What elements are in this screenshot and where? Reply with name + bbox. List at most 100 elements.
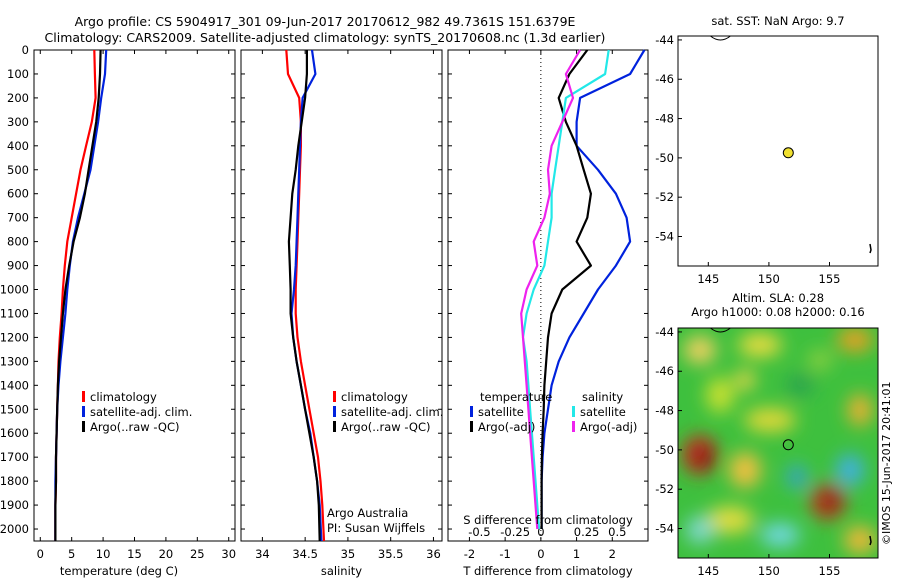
- x-tick-label: 15: [127, 547, 142, 561]
- sla-map-title2: Argo h1000: 0.08 h2000: 0.16: [691, 305, 865, 319]
- series-line: [520, 49, 582, 530]
- legend-item-argo: Argo(..raw -QC): [82, 420, 192, 435]
- legend-swatch: [470, 421, 473, 432]
- legend-label: satellite-adj. clim.: [90, 405, 193, 419]
- y-tick-label: 400: [7, 139, 29, 153]
- top-x-tick-label: -0.25: [500, 525, 530, 539]
- series-line: [287, 50, 321, 542]
- map-frame: [677, 35, 879, 267]
- legend-label: Argo(..raw -QC): [90, 420, 180, 434]
- x-tick-label: 30: [221, 547, 236, 561]
- y-tick-label: 1100: [0, 306, 29, 320]
- figure-title-line2: Climatology: CARS2009. Satellite-adjuste…: [44, 30, 606, 45]
- legend-swatch: [333, 421, 336, 432]
- y-tick-label: 700: [7, 211, 29, 225]
- x-tick-label: -2: [464, 547, 475, 561]
- x-tick-label: 5: [68, 547, 75, 561]
- legend-swatch: [82, 406, 85, 417]
- x-tick-label: 2: [609, 547, 616, 561]
- x-tick-label: 10: [96, 547, 111, 561]
- legend-item-satellite: satellite-adj. clim.: [82, 405, 192, 420]
- map-y-tick-label: -50: [655, 443, 674, 457]
- legend-label: climatology: [90, 390, 157, 404]
- map-y-tick-label: -52: [655, 190, 674, 204]
- map-x-tick-label: 145: [697, 272, 719, 286]
- y-tick-label: 600: [7, 187, 29, 201]
- legend-swatch: [333, 406, 336, 417]
- diff-temp-legend: temperature satellite Argo(-adj): [470, 390, 552, 435]
- legend-swatch: [470, 406, 473, 417]
- legend-label: satellite-adj. clim.: [341, 405, 444, 419]
- series-line: [285, 49, 326, 542]
- y-tick-label: 1300: [0, 354, 29, 368]
- coastline: [869, 243, 872, 254]
- legend-item-argo: Argo(..raw -QC): [333, 420, 443, 435]
- y-tick-label: 1400: [0, 378, 29, 392]
- legend-item-climatology: climatology: [333, 390, 443, 405]
- y-tick-label: 300: [7, 115, 29, 129]
- argo-float-marker: [782, 147, 794, 159]
- diff-xlabel: T difference from climatology: [463, 564, 633, 578]
- sst-map-title: sat. SST: NaN Argo: 9.7: [711, 14, 845, 28]
- legend-label: satellite: [580, 405, 626, 419]
- y-tick-label: 1800: [0, 474, 29, 488]
- legend-swatch: [572, 406, 575, 417]
- map-frame: [677, 327, 879, 559]
- x-tick-label: 25: [190, 547, 205, 561]
- y-tick-label: 1600: [0, 426, 29, 440]
- x-tick-label: 34.5: [292, 547, 318, 561]
- temperature-legend: climatology satellite-adj. clim. Argo(..…: [82, 390, 192, 435]
- y-tick-label: 2000: [0, 522, 29, 536]
- credit-text: ©IMOS 15-Jun-2017 20:41:01: [880, 381, 893, 545]
- legend-label: Argo(..raw -QC): [341, 420, 431, 434]
- series-line: [540, 49, 646, 529]
- y-tick-label: 100: [7, 67, 29, 81]
- y-tick-label: 500: [7, 163, 29, 177]
- x-tick-label: 35.5: [378, 547, 404, 561]
- top-x-tick-label: 0.25: [574, 525, 600, 539]
- y-tick-label: 1700: [0, 450, 29, 464]
- top-x-tick-label: 0.5: [608, 525, 626, 539]
- salinity-legend: climatology satellite-adj. clim. Argo(..…: [333, 390, 443, 435]
- x-tick-label: 36: [426, 547, 441, 561]
- map-y-tick-label: -44: [655, 33, 674, 47]
- top-x-tick-label: -0.5: [468, 525, 490, 539]
- legend-item-satellite: satellite-adj. clim.: [333, 405, 443, 420]
- x-tick-label: 34: [255, 547, 270, 561]
- y-tick-label: 200: [7, 91, 29, 105]
- panel-frame: [240, 49, 443, 542]
- legend-swatch: [572, 421, 575, 432]
- map-y-tick-label: -54: [655, 230, 674, 244]
- y-tick-label: 1500: [0, 402, 29, 416]
- map-x-tick-label: 155: [819, 564, 841, 578]
- note-argo-australia: Argo Australia: [327, 506, 409, 520]
- figure-title-line1: Argo profile: CS 5904917_301 09-Jun-2017…: [74, 14, 576, 29]
- x-tick-label: 20: [159, 547, 174, 561]
- legend-label: satellite: [478, 405, 524, 419]
- x-tick-label: 1: [573, 547, 580, 561]
- map-x-tick-label: 155: [819, 272, 841, 286]
- legend-swatch: [82, 391, 85, 402]
- map-y-tick-label: -48: [655, 112, 674, 126]
- map-x-tick-label: 145: [697, 564, 719, 578]
- sla-heatmap: [678, 328, 878, 558]
- note-pi: PI: Susan Wijffels: [327, 521, 426, 535]
- diff-top-axis-label: S difference from climatology: [463, 513, 633, 527]
- y-tick-label: 1900: [0, 498, 29, 512]
- legend-label: Argo(-adj): [580, 420, 638, 434]
- legend-item-temp-satellite: satellite: [470, 405, 552, 420]
- coastline: [869, 535, 872, 546]
- map-x-tick-label: 150: [758, 272, 780, 286]
- panel-frame: [447, 49, 649, 542]
- map-y-tick-label: -54: [655, 522, 674, 536]
- legend-swatch: [82, 421, 85, 432]
- legend-item-sal-argo: Argo(-adj): [572, 420, 637, 435]
- legend-header-temperature: temperature: [480, 390, 553, 404]
- diff-sal-legend: salinity satellite Argo(-adj): [572, 390, 637, 435]
- x-tick-label: -1: [499, 547, 510, 561]
- y-tick-label: 800: [7, 235, 29, 249]
- y-tick-label: 1000: [0, 283, 29, 297]
- x-tick-label: 0: [537, 547, 544, 561]
- map-y-tick-label: -52: [655, 482, 674, 496]
- x-tick-label: 35: [341, 547, 356, 561]
